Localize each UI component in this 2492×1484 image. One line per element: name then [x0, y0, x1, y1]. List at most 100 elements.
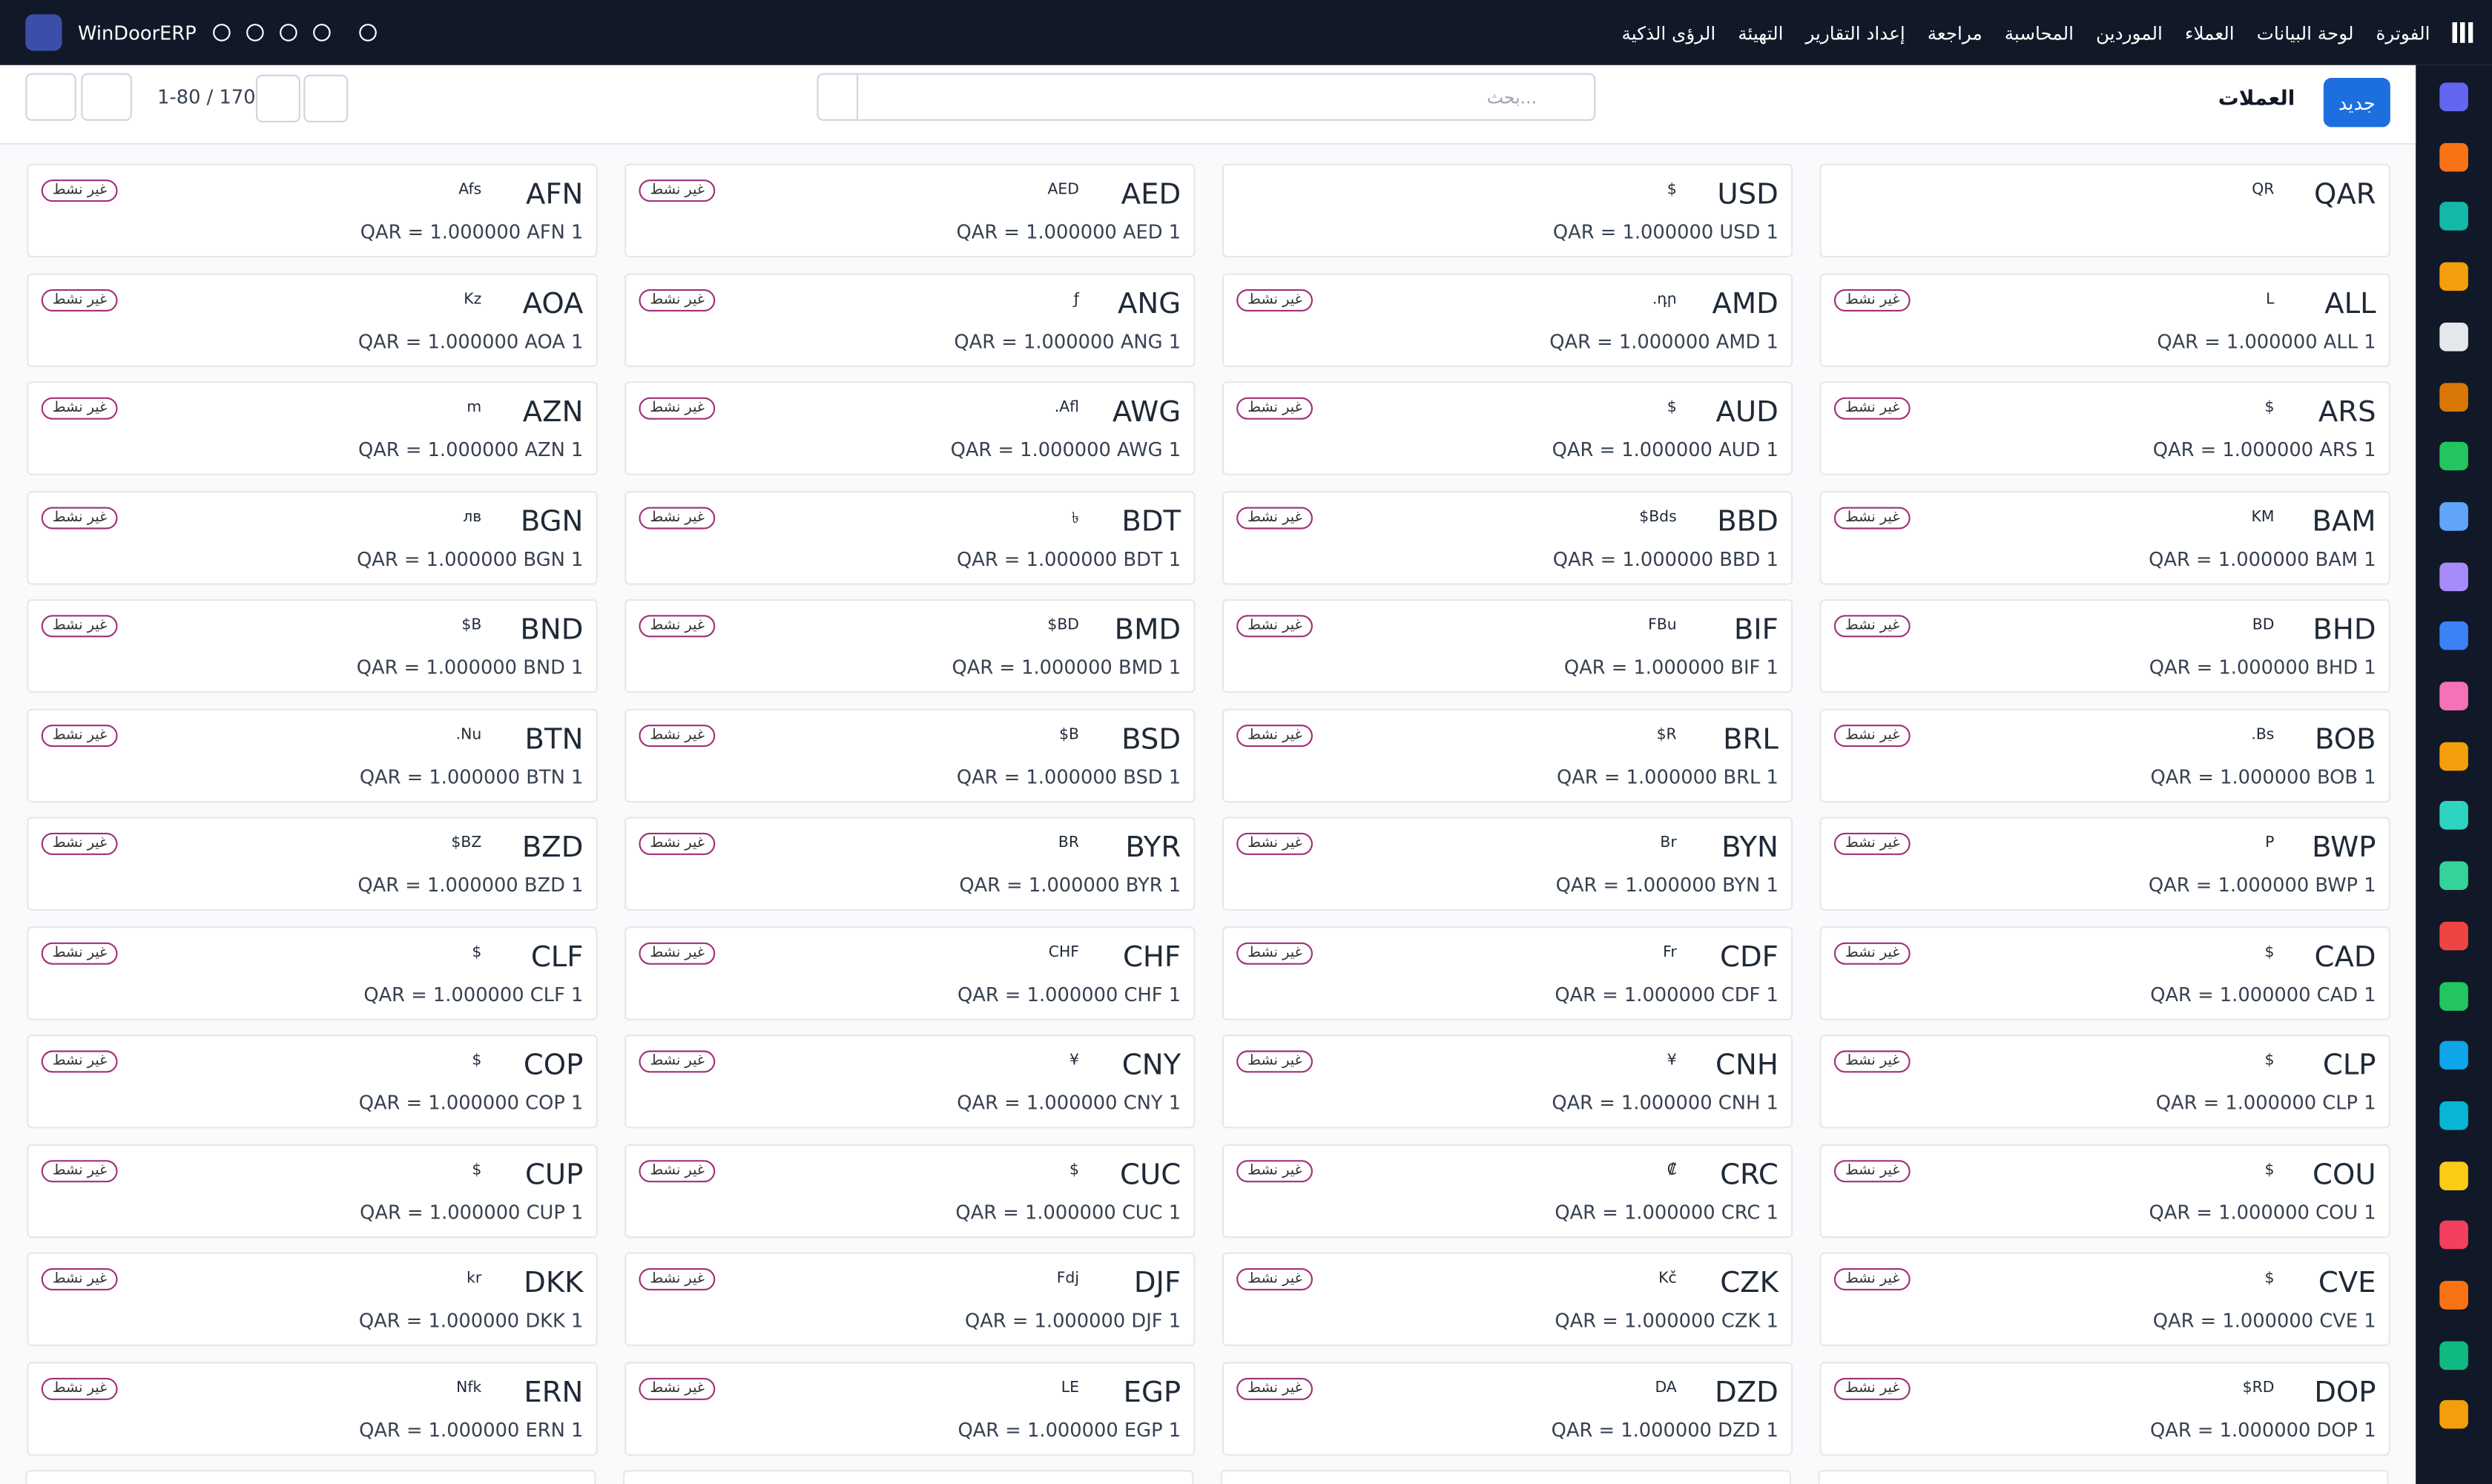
- icon[interactable]: [279, 24, 297, 42]
- menu-item[interactable]: لوحة البيانات: [2256, 21, 2354, 44]
- app-icon[interactable]: [2439, 861, 2468, 891]
- app-icon[interactable]: [2439, 1340, 2468, 1370]
- search-box[interactable]: بحث...: [817, 73, 1596, 121]
- currency-card[interactable]: AFN Afs QAR = 1.000000 AFN 1 غير نشط: [27, 163, 598, 258]
- apps-icon[interactable]: [2452, 22, 2473, 43]
- new-button[interactable]: جديد: [2323, 78, 2390, 128]
- app-icon[interactable]: [2439, 1400, 2468, 1430]
- app-icon[interactable]: [2439, 501, 2468, 531]
- kanban-view[interactable]: [25, 73, 76, 121]
- currency-card[interactable]: ALL L QAR = 1.000000 ALL 1 غير نشط: [1819, 272, 2390, 366]
- currency-card[interactable]: CDF Fr QAR = 1.000000 CDF 1 غير نشط: [1222, 926, 1793, 1020]
- currency-card[interactable]: AED AED QAR = 1.000000 AED 1 غير نشط: [624, 163, 1196, 258]
- app-icon[interactable]: [2439, 382, 2468, 411]
- currency-card[interactable]: ANG ƒ QAR = 1.000000 ANG 1 غير نشط: [624, 272, 1196, 366]
- currency-card[interactable]: ARS $ QAR = 1.000000 ARS 1 غير نشط: [1819, 381, 2390, 475]
- menu-item[interactable]: التهيئة: [1738, 21, 1784, 44]
- currency-card[interactable]: CNY ¥ QAR = 1.000000 CNY 1 غير نشط: [624, 1035, 1196, 1129]
- currency-card[interactable]: USD $ QAR = 1.000000 USD 1: [1222, 163, 1793, 258]
- app-icon[interactable]: [2439, 682, 2468, 710]
- currency-card[interactable]: CRC ₡ QAR = 1.000000 CRC 1 غير نشط: [1222, 1143, 1793, 1238]
- app-icon[interactable]: [2439, 142, 2468, 171]
- app-icon[interactable]: [2439, 1101, 2468, 1130]
- card[interactable]: [1220, 1470, 1791, 1484]
- currency-card[interactable]: CUP $ QAR = 1.000000 CUP 1 غير نشط: [27, 1143, 598, 1238]
- currency-card[interactable]: BHD BD QAR = 1.000000 BHD 1 غير نشط: [1819, 598, 2390, 693]
- menu-item[interactable]: الموردين: [2096, 21, 2163, 44]
- menu-item[interactable]: مراجعة: [1927, 21, 1982, 44]
- currency-card[interactable]: BSD $B QAR = 1.000000 BSD 1 غير نشط: [624, 708, 1196, 802]
- currency-card[interactable]: COP $ QAR = 1.000000 COP 1 غير نشط: [27, 1035, 598, 1129]
- currency-card[interactable]: DOP $RD QAR = 1.000000 DOP 1 غير نشط: [1819, 1361, 2390, 1455]
- card[interactable]: [25, 1470, 596, 1484]
- currency-card[interactable]: QAR QR: [1819, 163, 2390, 258]
- app-icon[interactable]: [2439, 82, 2468, 111]
- currency-card[interactable]: CVE $ QAR = 1.000000 CVE 1 غير نشط: [1819, 1252, 2390, 1346]
- app-icon[interactable]: [2439, 1281, 2468, 1310]
- currency-card[interactable]: CLF $ QAR = 1.000000 CLF 1 غير نشط: [27, 926, 598, 1020]
- currency-symbol: CHF: [1048, 943, 1079, 961]
- currency-card[interactable]: BAM KM QAR = 1.000000 BAM 1 غير نشط: [1819, 490, 2390, 584]
- currency-card[interactable]: AOA Kz QAR = 1.000000 AOA 1 غير نشط: [27, 272, 598, 366]
- menu-item[interactable]: الفوترة: [2376, 21, 2430, 44]
- currency-card[interactable]: AZN m QAR = 1.000000 AZN 1 غير نشط: [27, 381, 598, 475]
- app-icon[interactable]: [2439, 1161, 2468, 1190]
- menu-item[interactable]: الرؤى الذكية: [1621, 21, 1716, 44]
- currency-code: QAR: [2314, 178, 2376, 211]
- currency-card[interactable]: AMD .դր QAR = 1.000000 AMD 1 غير نشط: [1222, 272, 1793, 366]
- currency-card[interactable]: BGN лв QAR = 1.000000 BGN 1 غير نشط: [27, 490, 598, 584]
- app-icon[interactable]: [2439, 322, 2468, 352]
- icon[interactable]: [312, 24, 330, 42]
- currency-card[interactable]: CZK Kč QAR = 1.000000 CZK 1 غير نشط: [1222, 1252, 1793, 1346]
- currency-card[interactable]: AWG .Afl QAR = 1.000000 AWG 1 غير نشط: [624, 381, 1196, 475]
- currency-card[interactable]: CAD $ QAR = 1.000000 CAD 1 غير نشط: [1819, 926, 2390, 1020]
- currency-card[interactable]: CHF CHF QAR = 1.000000 CHF 1 غير نشط: [624, 926, 1196, 1020]
- currency-card[interactable]: BDT ৳ QAR = 1.000000 BDT 1 غير نشط: [624, 490, 1196, 584]
- menu-item[interactable]: إعداد التقارير: [1805, 21, 1905, 44]
- currency-card[interactable]: BMD $BD QAR = 1.000000 BMD 1 غير نشط: [624, 598, 1196, 693]
- currency-card[interactable]: BYR BR QAR = 1.000000 BYR 1 غير نشط: [624, 817, 1196, 911]
- app-icon[interactable]: [2439, 742, 2468, 771]
- currency-card[interactable]: COU $ QAR = 1.000000 COU 1 غير نشط: [1819, 1143, 2390, 1238]
- currency-card[interactable]: ERN Nfk QAR = 1.000000 ERN 1 غير نشط: [27, 1361, 598, 1455]
- currency-card[interactable]: CUC $ QAR = 1.000000 CUC 1 غير نشط: [624, 1143, 1196, 1238]
- currency-card[interactable]: EGP LE QAR = 1.000000 EGP 1 غير نشط: [624, 1361, 1196, 1455]
- app-icon[interactable]: [2439, 1041, 2468, 1070]
- currency-card[interactable]: CLP $ QAR = 1.000000 CLP 1 غير نشط: [1819, 1035, 2390, 1129]
- pager[interactable]: 1-80 / 170: [157, 85, 256, 108]
- currency-card[interactable]: BRL $R QAR = 1.000000 BRL 1 غير نشط: [1222, 708, 1793, 802]
- currency-card[interactable]: BND $B QAR = 1.000000 BND 1 غير نشط: [27, 598, 598, 693]
- currency-card[interactable]: BZD $BZ QAR = 1.000000 BZD 1 غير نشط: [27, 817, 598, 911]
- currency-card[interactable]: DZD DA QAR = 1.000000 DZD 1 غير نشط: [1222, 1361, 1793, 1455]
- app-icon[interactable]: [2439, 1221, 2468, 1250]
- card[interactable]: [1818, 1470, 2389, 1484]
- prev-button[interactable]: [303, 74, 349, 122]
- icon[interactable]: [212, 24, 230, 42]
- menu-item[interactable]: المحاسبة: [2004, 21, 2074, 44]
- list-view[interactable]: [81, 73, 132, 121]
- currency-card[interactable]: BIF FBu QAR = 1.000000 BIF 1 غير نشط: [1222, 598, 1793, 693]
- currency-card[interactable]: DJF Fdj QAR = 1.000000 DJF 1 غير نشط: [624, 1252, 1196, 1346]
- icon[interactable]: [358, 24, 376, 42]
- currency-card[interactable]: BTN .Nu QAR = 1.000000 BTN 1 غير نشط: [27, 708, 598, 802]
- currency-card[interactable]: BOB .Bs QAR = 1.000000 BOB 1 غير نشط: [1819, 708, 2390, 802]
- currency-card[interactable]: BBD $Bds QAR = 1.000000 BBD 1 غير نشط: [1222, 490, 1793, 584]
- next-button[interactable]: [256, 74, 300, 122]
- icon[interactable]: [245, 24, 263, 42]
- currency-card[interactable]: AUD $ QAR = 1.000000 AUD 1 غير نشط: [1222, 381, 1793, 475]
- currency-card[interactable]: BWP P QAR = 1.000000 BWP 1 غير نشط: [1819, 817, 2390, 911]
- app-icon[interactable]: [2439, 262, 2468, 291]
- currency-card[interactable]: CNH ¥ QAR = 1.000000 CNH 1 غير نشط: [1222, 1035, 1793, 1129]
- app-icon[interactable]: [2439, 921, 2468, 950]
- currency-card[interactable]: DKK kr QAR = 1.000000 DKK 1 غير نشط: [27, 1252, 598, 1346]
- app-icon[interactable]: [2439, 801, 2468, 831]
- brand[interactable]: WinDoorERP: [25, 14, 376, 51]
- app-icon[interactable]: [2439, 561, 2468, 591]
- app-icon[interactable]: [2439, 621, 2468, 651]
- app-icon[interactable]: [2439, 981, 2468, 1010]
- menu-item[interactable]: العملاء: [2184, 21, 2235, 44]
- app-icon[interactable]: [2439, 442, 2468, 471]
- app-icon[interactable]: [2439, 202, 2468, 231]
- currency-card[interactable]: BYN Br QAR = 1.000000 BYN 1 غير نشط: [1222, 817, 1793, 911]
- card[interactable]: [623, 1470, 1194, 1484]
